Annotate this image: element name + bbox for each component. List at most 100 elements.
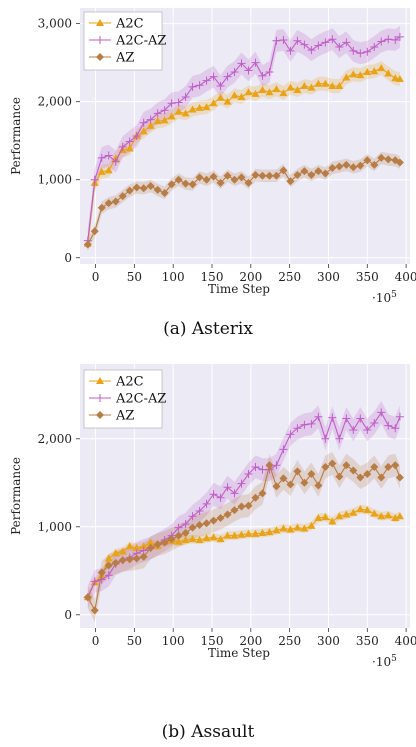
- data-point-a2c: [167, 112, 176, 120]
- data-point-a2c: [314, 79, 323, 87]
- data-point-a2c-az: [251, 58, 260, 67]
- data-point-az: [223, 510, 232, 519]
- legend-label: AZ: [115, 409, 134, 424]
- data-point-az: [307, 470, 316, 478]
- y-tick-label: 0: [64, 251, 72, 265]
- data-point-a2c-az: [314, 412, 323, 421]
- legend: [83, 369, 163, 429]
- data-point-a2c: [230, 91, 239, 99]
- legend: [83, 11, 163, 71]
- data-point-az: [293, 171, 302, 180]
- data-point-az: [216, 514, 225, 522]
- data-point-az: [342, 160, 351, 169]
- data-point-az: [391, 461, 400, 470]
- data-point-az: [202, 519, 211, 528]
- data-point-a2c-az: [395, 32, 404, 41]
- data-point-az: [370, 462, 379, 471]
- data-point-az: [384, 155, 393, 164]
- data-point-a2c-az: [104, 151, 113, 160]
- data-point-az: [90, 227, 99, 236]
- data-point-a2c-az: [321, 38, 330, 47]
- data-point-az: [104, 561, 113, 570]
- data-point-a2c-az: [244, 470, 253, 478]
- data-point-a2c: [293, 523, 302, 531]
- data-point-a2c-az: [258, 71, 267, 80]
- data-point-a2c: [223, 97, 232, 105]
- data-point-az: [104, 199, 113, 208]
- data-point-az: [335, 472, 344, 481]
- data-point-a2c: [188, 105, 197, 113]
- data-point-az: [300, 167, 309, 176]
- data-point-a2c: [195, 536, 204, 543]
- x-tick-label: 150: [201, 270, 224, 284]
- series-band-az: [87, 452, 400, 622]
- data-point-a2c-az: [111, 157, 120, 166]
- data-point-az: [272, 171, 281, 180]
- data-point-a2c: [377, 64, 386, 72]
- data-point-az: [132, 554, 141, 563]
- data-point-a2c-az: [300, 420, 309, 429]
- data-point-az: [223, 171, 232, 180]
- x-tick-label: 400: [395, 270, 416, 284]
- data-point-a2c: [125, 144, 134, 152]
- data-point-a2c: [216, 93, 225, 101]
- data-point-a2c-az: [195, 81, 204, 90]
- series-line-a2c-az: [87, 36, 401, 241]
- data-point-a2c-az: [349, 426, 358, 434]
- data-point-a2c-az: [342, 38, 351, 47]
- data-point-a2c-az: [209, 490, 218, 499]
- data-point-az: [202, 175, 211, 184]
- data-point-az: [118, 556, 127, 565]
- legend-marker-a2c: [96, 19, 104, 26]
- data-point-az: [321, 169, 330, 178]
- data-point-a2c-az: [370, 418, 379, 427]
- series-line-a2c-az: [87, 411, 401, 598]
- data-point-az: [251, 493, 260, 502]
- data-point-a2c-az: [167, 99, 176, 108]
- data-point-a2c: [265, 528, 274, 536]
- data-point-az: [174, 175, 183, 184]
- x-tick-label: 300: [317, 634, 340, 648]
- y-tick-label: 3,000: [38, 17, 72, 31]
- data-point-az: [314, 167, 323, 176]
- data-point-a2c: [356, 71, 365, 79]
- data-point-a2c-az: [395, 412, 404, 421]
- data-point-az: [258, 171, 267, 180]
- data-point-a2c-az: [195, 506, 204, 515]
- data-point-a2c: [188, 535, 197, 543]
- data-point-a2c: [307, 521, 316, 529]
- data-point-a2c: [181, 109, 190, 117]
- data-point-a2c: [216, 535, 225, 543]
- legend-marker-a2c-az: [96, 394, 104, 402]
- data-point-a2c-az: [90, 175, 99, 184]
- legend-label: A2C-AZ: [115, 34, 166, 49]
- x-axis-multiplier-exponent: 5: [391, 290, 397, 300]
- data-point-a2c: [251, 89, 260, 97]
- x-tick-label: 250: [278, 270, 301, 284]
- data-point-a2c-az: [391, 36, 400, 44]
- data-point-az: [237, 502, 246, 511]
- legend-marker-a2c: [96, 377, 104, 384]
- x-tick-label: 150: [201, 634, 224, 648]
- data-point-a2c-az: [279, 445, 288, 454]
- data-point-a2c: [244, 529, 253, 537]
- data-point-az: [251, 171, 260, 180]
- legend-marker-az: [96, 411, 104, 419]
- data-point-a2c-az: [237, 479, 246, 488]
- data-point-a2c-az: [258, 465, 267, 474]
- data-point-a2c-az: [251, 462, 260, 471]
- data-point-a2c-az: [139, 118, 148, 127]
- data-point-a2c: [286, 83, 295, 91]
- data-point-a2c-az: [216, 493, 225, 502]
- data-point-a2c-az: [174, 98, 183, 107]
- data-point-a2c: [251, 529, 260, 537]
- data-point-a2c: [202, 534, 211, 542]
- data-point-az: [272, 482, 281, 491]
- data-point-az: [335, 162, 344, 171]
- data-point-a2c-az: [363, 47, 372, 56]
- data-point-a2c: [279, 89, 288, 97]
- data-point-az: [237, 173, 246, 182]
- data-point-a2c-az: [349, 46, 358, 55]
- data-point-az: [370, 160, 379, 169]
- data-point-a2c-az: [104, 571, 113, 580]
